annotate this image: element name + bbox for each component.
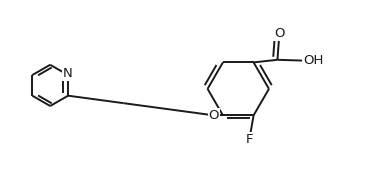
Text: N: N bbox=[63, 67, 73, 80]
Text: F: F bbox=[246, 133, 254, 146]
Text: O: O bbox=[274, 27, 284, 40]
Text: OH: OH bbox=[303, 54, 323, 67]
Text: O: O bbox=[209, 109, 219, 122]
